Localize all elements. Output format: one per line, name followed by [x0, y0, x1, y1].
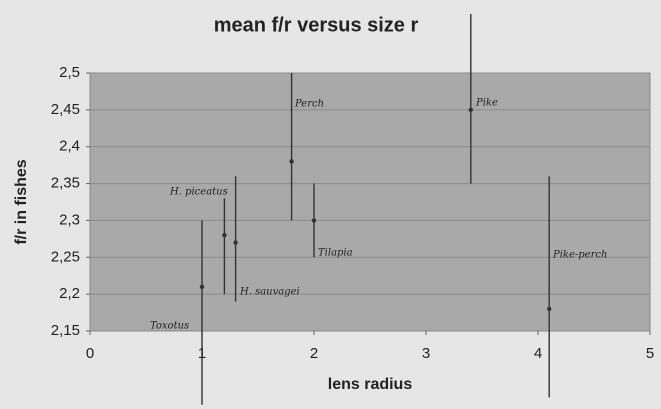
y-tick-label: 2,3 [59, 211, 80, 228]
y-tick-label: 2,4 [59, 138, 80, 155]
point-label: Pike-perch [552, 250, 607, 261]
plot-area [89, 72, 651, 332]
point-label: Perch [294, 99, 324, 110]
chart-title: mean f/r versus size r [214, 14, 419, 36]
point-label: H. piceatus [169, 187, 228, 198]
point [199, 284, 205, 289]
x-tick-label: 2 [310, 345, 318, 362]
y-tick-label: 2,35 [51, 175, 80, 192]
y-axis-title: f/r in fishes [13, 159, 30, 244]
x-tick-label: 0 [86, 345, 94, 362]
x-tick-label: 3 [422, 345, 430, 362]
y-tick-label: 2,45 [51, 101, 80, 118]
y-tick-label: 2,15 [51, 322, 80, 339]
point [547, 306, 552, 312]
point [468, 107, 473, 113]
point [222, 232, 227, 238]
y-tick-label: 2,5 [59, 64, 80, 81]
point [311, 218, 317, 223]
point [233, 240, 238, 245]
y-tick-label: 2,25 [51, 248, 80, 265]
point-label: H. sauvagei [239, 287, 300, 298]
x-tick-label: 5 [646, 345, 654, 362]
point-label: Tilapia [318, 248, 353, 259]
x-axis-title: lens radius [328, 376, 413, 393]
y-tick-label: 2,2 [59, 285, 80, 302]
point-label: Toxotus [150, 321, 189, 332]
point [289, 159, 294, 164]
x-tick-label: 4 [534, 345, 542, 362]
point-label: Pike [475, 98, 498, 109]
